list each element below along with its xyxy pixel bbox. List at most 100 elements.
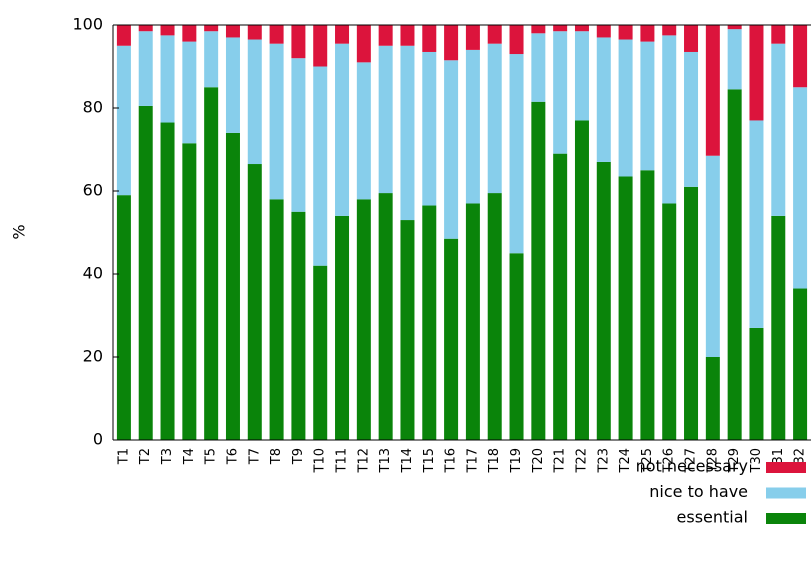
bar-segment — [291, 211, 306, 440]
bar-segment — [684, 25, 699, 52]
bar-segment — [749, 25, 764, 121]
x-tick-label: T23 — [596, 448, 611, 473]
x-tick-label: T4 — [182, 448, 197, 465]
bar-segment — [313, 66, 328, 266]
bar-segment — [313, 265, 328, 440]
bar-segment — [182, 41, 197, 144]
bar-segment — [793, 25, 808, 88]
bar-segment — [335, 215, 350, 440]
bar-segment — [618, 25, 633, 40]
bar-segment — [553, 31, 568, 154]
x-tick-label: T16 — [444, 448, 459, 473]
bar-segment — [574, 25, 589, 32]
x-tick-label: T14 — [400, 448, 415, 473]
bar-segment — [204, 87, 219, 440]
bar-segment — [705, 155, 720, 357]
x-tick-label: T10 — [313, 448, 328, 473]
bar-segment — [531, 33, 546, 102]
x-tick-label: T7 — [247, 448, 262, 465]
x-tick-label: T25 — [640, 448, 655, 473]
bar-segment — [400, 45, 415, 221]
bar-segment — [596, 161, 611, 440]
bar-segment — [225, 25, 240, 38]
x-tick-label: T11 — [335, 448, 350, 473]
x-tick-label: T5 — [204, 448, 219, 465]
bar-segment — [684, 51, 699, 187]
legend-swatch — [766, 462, 806, 473]
bar-segment — [378, 25, 393, 46]
bar-segment — [553, 153, 568, 440]
bar-segment — [574, 120, 589, 440]
x-tick-label: T6 — [225, 448, 240, 465]
bar-segment — [422, 25, 437, 52]
bar-segment — [662, 25, 677, 36]
bar-segment — [225, 132, 240, 440]
bar-segment — [487, 43, 502, 194]
bar-segment — [356, 199, 371, 440]
x-tick-label: T29 — [727, 448, 742, 473]
bar-segment — [269, 43, 284, 200]
legend-swatch — [766, 513, 806, 524]
bar-segment — [160, 25, 175, 36]
bar-segment — [182, 143, 197, 440]
bar-segment — [509, 25, 524, 55]
bar-segment — [640, 170, 655, 440]
y-tick-label: 100 — [72, 15, 103, 34]
bar-segment — [269, 199, 284, 440]
legend-label: not necessary — [636, 457, 748, 476]
bar-segment — [618, 39, 633, 177]
bar-segment — [138, 105, 153, 441]
y-tick-label: 20 — [83, 347, 103, 366]
bar-segment — [727, 25, 742, 30]
x-tick-label: T26 — [662, 448, 677, 473]
bar-segment — [531, 101, 546, 441]
y-tick-label: 80 — [83, 98, 103, 117]
x-tick-label: T19 — [509, 448, 524, 473]
x-tick-label: T2 — [138, 448, 153, 465]
bar-segment — [749, 120, 764, 328]
bar-segment — [444, 238, 459, 440]
bar-segment — [574, 31, 589, 121]
x-tick-label: T1 — [116, 448, 131, 465]
bar-segment — [749, 327, 764, 440]
bar-segment — [553, 25, 568, 32]
bar-segment — [225, 37, 240, 133]
bar-segment — [335, 43, 350, 216]
x-tick-label: T20 — [531, 448, 546, 473]
bar-segment — [596, 25, 611, 38]
legend-label: nice to have — [649, 482, 748, 501]
x-tick-label: T9 — [291, 448, 306, 465]
bar-segment — [378, 45, 393, 194]
bar-segment — [727, 89, 742, 440]
bar-segment — [771, 215, 786, 440]
x-tick-label: T17 — [465, 448, 480, 473]
bar-segment — [291, 25, 306, 59]
x-tick-label: T12 — [356, 448, 371, 473]
bar-segment — [618, 176, 633, 440]
x-tick-label: T13 — [378, 448, 393, 473]
bar-segment — [269, 25, 284, 44]
bar-segment — [487, 25, 502, 44]
bar-segment — [116, 195, 131, 440]
bar-segment — [444, 25, 459, 61]
x-tick-label: T27 — [684, 448, 699, 473]
x-tick-label: T18 — [487, 448, 502, 473]
x-tick-label: T30 — [749, 448, 764, 473]
bar-segment — [160, 122, 175, 441]
bar-segment — [247, 39, 262, 165]
bar-segment — [291, 58, 306, 212]
bar-segment — [378, 193, 393, 440]
x-tick-label: T22 — [574, 448, 589, 473]
bar-segment — [400, 25, 415, 46]
y-tick-label: 60 — [83, 181, 103, 200]
bar-segment — [509, 253, 524, 440]
x-tick-label: T24 — [618, 448, 633, 473]
bar-segment — [138, 31, 153, 106]
bar-segment — [640, 41, 655, 171]
bar-segment — [771, 43, 786, 216]
bar-segment — [160, 35, 175, 123]
bar-segment — [793, 288, 808, 440]
y-tick-label: 0 — [93, 430, 103, 449]
bar-segment — [465, 49, 480, 204]
